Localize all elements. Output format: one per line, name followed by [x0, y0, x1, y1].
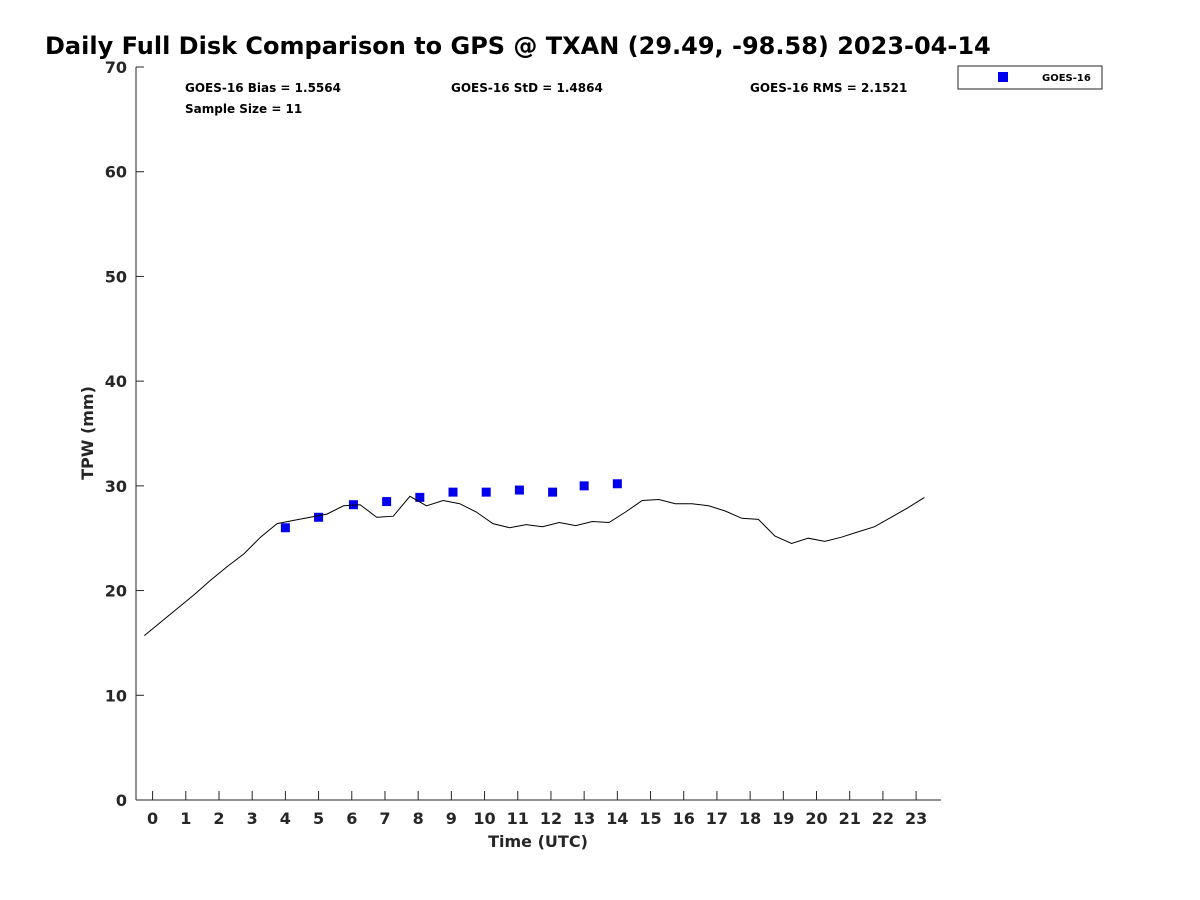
y-tick-label: 30 [105, 477, 127, 496]
x-tick-label: 7 [379, 809, 390, 828]
goes16-point [448, 487, 458, 497]
goes16-point [612, 479, 622, 489]
y-axis-label: TPW (mm) [78, 386, 97, 480]
goes16-point [280, 523, 290, 533]
y-tick-label: 40 [105, 372, 127, 391]
x-tick-label: 22 [872, 809, 894, 828]
x-tick-label: 10 [473, 809, 495, 828]
x-tick-label: 14 [606, 809, 628, 828]
series-layer [143, 479, 925, 636]
x-axis-label: Time (UTC) [488, 832, 588, 851]
stats-annotations: GOES-16 Bias = 1.5564 GOES-16 StD = 1.48… [185, 81, 907, 116]
x-tick-label: 3 [247, 809, 258, 828]
y-tick-label: 0 [116, 791, 127, 810]
rms-stat: GOES-16 RMS = 2.1521 [750, 81, 907, 95]
goes16-point [481, 487, 491, 497]
x-tick-label: 21 [839, 809, 861, 828]
sample-size-stat: Sample Size = 11 [185, 102, 302, 116]
chart-title: Daily Full Disk Comparison to GPS @ TXAN… [45, 32, 991, 60]
x-tick-label: 12 [540, 809, 562, 828]
gps-line [143, 495, 925, 636]
x-tick-label: 2 [213, 809, 224, 828]
goes16-point [514, 485, 524, 495]
x-tick-label: 4 [280, 809, 291, 828]
goes16-point [548, 487, 558, 497]
y-tick-label: 60 [105, 163, 127, 182]
legend-box [957, 65, 1103, 90]
goes16-point [579, 481, 589, 491]
x-tick-label: 0 [147, 809, 158, 828]
x-tick-label: 15 [639, 809, 661, 828]
x-tick-label: 20 [805, 809, 827, 828]
legend-marker-goes16 [998, 72, 1008, 82]
plot-axes [135, 67, 941, 801]
x-tick-label: 5 [313, 809, 324, 828]
x-ticks: 0 1 2 3 4 5 6 7 8 9 10 11 12 13 14 15 16 17 18 19 20 21 22 23 [147, 791, 927, 828]
goes16-point [382, 497, 392, 507]
goes16-point [314, 512, 324, 522]
legend-label-goes16: GOES-16 [1042, 73, 1091, 84]
y-tick-label: 50 [105, 267, 127, 286]
x-tick-label: 13 [573, 809, 595, 828]
legend: GOES-16 [957, 65, 1103, 90]
x-tick-label: 8 [413, 809, 424, 828]
x-tick-label: 1 [180, 809, 191, 828]
y-tick-label: 20 [105, 582, 127, 601]
y-ticks: 0 10 20 30 40 50 60 70 [105, 58, 144, 810]
x-tick-label: 11 [507, 809, 529, 828]
bias-stat: GOES-16 Bias = 1.5564 [185, 81, 341, 95]
x-tick-label: 6 [346, 809, 357, 828]
std-stat: GOES-16 StD = 1.4864 [451, 81, 603, 95]
x-tick-label: 18 [739, 809, 761, 828]
x-tick-label: 17 [706, 809, 728, 828]
x-tick-label: 16 [673, 809, 695, 828]
y-tick-label: 70 [105, 58, 127, 77]
x-tick-label: 19 [772, 809, 794, 828]
x-tick-label: 23 [905, 809, 927, 828]
y-tick-label: 10 [105, 686, 127, 705]
goes16-point [415, 492, 425, 502]
x-tick-label: 9 [446, 809, 457, 828]
